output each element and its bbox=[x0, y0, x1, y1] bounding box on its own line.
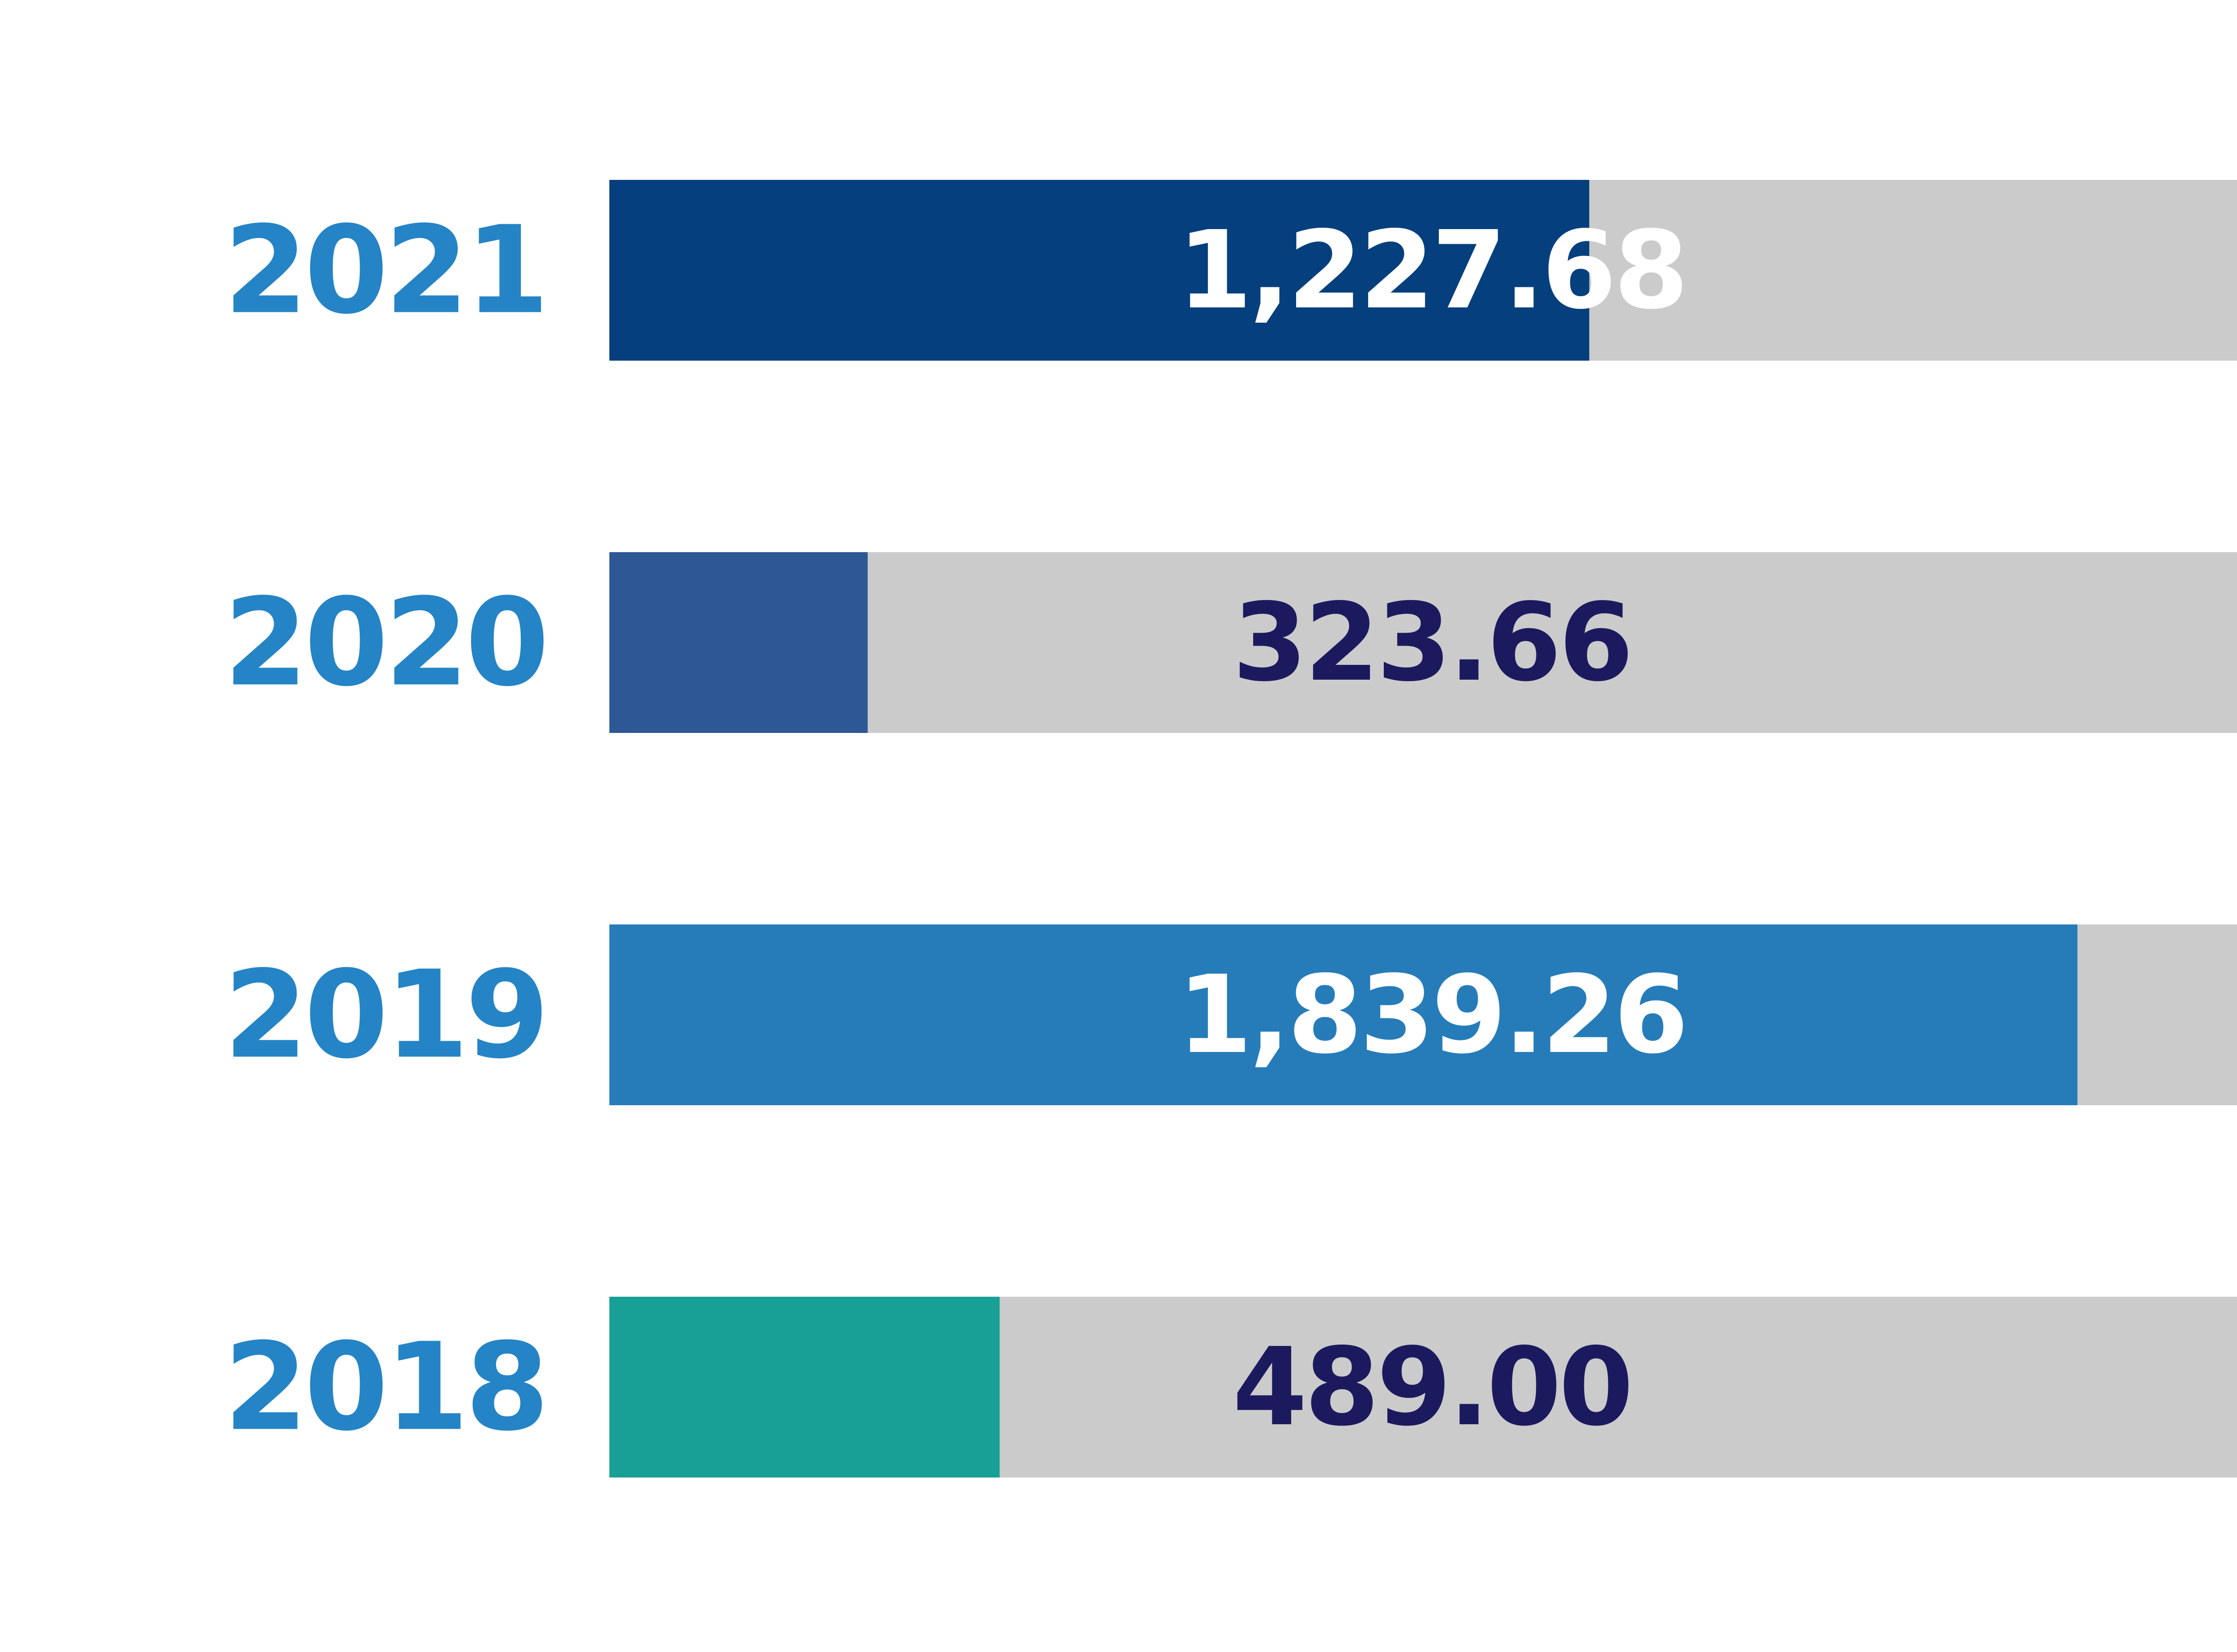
category-label-2021: 2021 bbox=[224, 200, 545, 341]
bar-2021 bbox=[609, 180, 1590, 361]
bar-2018 bbox=[609, 1297, 1000, 1477]
category-label-2018: 2018 bbox=[224, 1317, 545, 1458]
data-label-2020: 323.66 bbox=[1233, 580, 1631, 705]
bar-2020 bbox=[609, 552, 868, 733]
data-label-2018: 489.00 bbox=[1233, 1324, 1631, 1450]
category-label-2020: 2020 bbox=[224, 572, 545, 713]
bar-rows: 2021 1,227.68 2020 323.66 2019 1,839.26 2018 48… bbox=[224, 180, 2237, 1477]
bar-track-2020 bbox=[609, 552, 2237, 733]
bar-2019 bbox=[609, 924, 2078, 1105]
data-label-2021: 1,227.68 bbox=[1178, 208, 1686, 333]
category-label-2019: 2019 bbox=[224, 945, 545, 1086]
data-label-2019: 1,839.26 bbox=[1178, 952, 1686, 1077]
